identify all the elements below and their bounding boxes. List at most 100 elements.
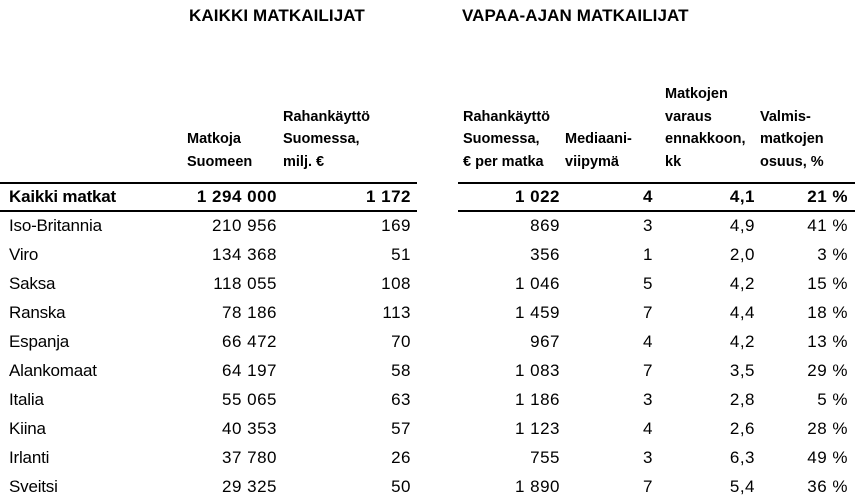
cell-value: 2,6: [729, 418, 755, 438]
row-label: Alankomaat: [9, 360, 97, 380]
total-row: Kaikki matkat 1 294 000 1 172 1 022 4 4,…: [0, 183, 855, 212]
column-header-spend-per-trip: Rahankäyttö Suomessa, € per matka: [458, 0, 560, 184]
cell-value: 755: [530, 447, 560, 467]
cell-value: 49 %: [807, 447, 848, 467]
row-label: Kiina: [9, 418, 46, 438]
cell-value: 3: [643, 447, 653, 467]
cell-value: 36 %: [807, 476, 848, 496]
cell-value: 3: [643, 389, 653, 409]
cell-value: 29 325: [222, 476, 277, 496]
cell-value: 3 %: [817, 244, 848, 264]
row-label: Italia: [9, 389, 44, 409]
cell-value: 21 %: [755, 183, 855, 212]
column-header-median-stay: Mediaani- viipymä: [560, 0, 655, 184]
cell-value: 5 %: [817, 389, 848, 409]
cell-value: 1 046: [514, 273, 560, 293]
cell-value: 6,3: [729, 447, 755, 467]
column-header-booking-in-advance: Matkojen varaus ennakkoon, kk: [655, 0, 755, 184]
column-gap: [417, 240, 458, 269]
cell-value: 1 186: [514, 389, 560, 409]
column-gap: [417, 385, 458, 414]
cell-value: 50: [391, 476, 411, 496]
column-gap: [417, 211, 458, 240]
row-label: Espanja: [9, 331, 70, 351]
row-label: Kaikki matkat: [0, 183, 182, 212]
column-gap: [417, 327, 458, 356]
cell-value: 58: [391, 360, 411, 380]
cell-value: 869: [530, 216, 560, 235]
row-label: Irlanti: [9, 447, 50, 467]
cell-value: 4: [560, 183, 655, 212]
cell-value: 2,8: [729, 389, 755, 409]
column-gap: [417, 356, 458, 385]
cell-value: 40 353: [222, 418, 277, 438]
cell-value: 118 055: [213, 273, 277, 293]
row-label: Sveitsi: [9, 476, 58, 496]
cell-value: 3: [643, 216, 653, 235]
table-row: Ranska 78 186 113 1 459 7 4,4 18 %: [0, 298, 855, 327]
cell-value: 4,2: [729, 331, 755, 351]
cell-value: 28 %: [807, 418, 848, 438]
table-row: Iso-Britannia 210 956 169 869 3 4,9 41 %: [0, 211, 855, 240]
cell-value: 3,5: [729, 360, 755, 380]
cell-value: 5: [643, 273, 653, 293]
column-gap: [417, 269, 458, 298]
table-row: Espanja 66 472 70 967 4 4,2 13 %: [0, 327, 855, 356]
cell-value: 26: [391, 447, 411, 467]
cell-value: 4,1: [655, 183, 755, 212]
cell-value: 356: [530, 244, 560, 264]
cell-value: 210 956: [212, 216, 277, 235]
cell-value: 5,4: [729, 476, 755, 496]
table-row: Kiina 40 353 57 1 123 4 2,6 28 %: [0, 414, 855, 443]
cell-value: 4,9: [729, 216, 755, 235]
cell-value: 967: [530, 331, 560, 351]
cell-value: 7: [643, 302, 653, 322]
cell-value: 51: [391, 244, 411, 264]
cell-value: 4,2: [729, 273, 755, 293]
table-row: Saksa 118 055 108 1 046 5 4,2 15 %: [0, 269, 855, 298]
table-row: Irlanti 37 780 26 755 3 6,3 49 %: [0, 443, 855, 472]
column-gap: [417, 443, 458, 472]
cell-value: 63: [391, 389, 411, 409]
cell-value: 37 780: [222, 447, 277, 467]
cell-value: 41 %: [807, 216, 848, 235]
cell-value: 18 %: [807, 302, 848, 322]
column-header-package-trip-share: Valmis- matkojen osuus, %: [755, 0, 855, 184]
column-gap: [417, 0, 458, 183]
row-label: Saksa: [9, 273, 56, 293]
column-header-spend-in-finland-meur: Rahankäyttö Suomessa, milj. €: [277, 0, 417, 184]
cell-value: 1 459: [514, 302, 560, 322]
row-label: Ranska: [9, 302, 66, 322]
cell-value: 1 123: [514, 418, 560, 438]
cell-value: 4: [643, 418, 653, 438]
table-row: Italia 55 065 63 1 186 3 2,8 5 %: [0, 385, 855, 414]
cell-value: 29 %: [807, 360, 848, 380]
cell-value: 169: [381, 216, 411, 235]
column-gap: [417, 414, 458, 443]
cell-value: 134 368: [212, 244, 277, 264]
table-row: Sveitsi 29 325 50 1 890 7 5,4 36 %: [0, 472, 855, 499]
cell-value: 7: [643, 360, 653, 380]
cell-value: 78 186: [222, 302, 277, 322]
column-gap: [417, 298, 458, 327]
cell-value: 1: [643, 244, 653, 264]
cell-value: 70: [391, 331, 411, 351]
column-gap: [417, 472, 458, 499]
column-gap: [417, 183, 458, 211]
column-header-row: Matkoja Suomeen Rahankäyttö Suomessa, mi…: [0, 0, 855, 184]
cell-value: 1 294 000: [182, 183, 277, 212]
cell-value: 13 %: [807, 331, 848, 351]
cell-value: 15 %: [807, 273, 848, 293]
cell-value: 2,0: [729, 244, 755, 264]
cell-value: 108: [381, 273, 411, 293]
cell-value: 1 890: [514, 476, 560, 496]
row-label: Iso-Britannia: [9, 216, 102, 235]
cell-value: 66 472: [222, 331, 277, 351]
cell-value: 1 172: [277, 183, 417, 212]
cell-value: 1 022: [458, 183, 560, 212]
cell-value: 4: [643, 331, 653, 351]
cell-value: 55 065: [222, 389, 277, 409]
table-row: Viro 134 368 51 356 1 2,0 3 %: [0, 240, 855, 269]
